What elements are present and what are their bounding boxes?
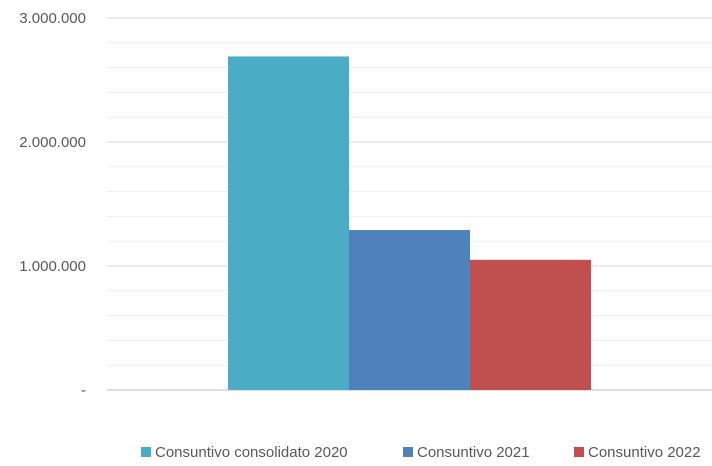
legend-swatch — [141, 447, 151, 457]
legend-label: Consuntivo consolidato 2020 — [155, 444, 348, 461]
bars — [228, 56, 591, 390]
y-tick-label: - — [81, 382, 86, 399]
bar-3 — [470, 259, 591, 390]
y-tick-label: 1.000.000 — [19, 258, 86, 275]
legend-swatch — [403, 447, 413, 457]
y-tick-label: 2.000.000 — [19, 134, 86, 151]
legend-swatch — [574, 447, 584, 457]
bar-2 — [349, 230, 470, 390]
legend: Consuntivo consolidato 2020 Consuntivo 20… — [141, 444, 701, 461]
y-tick-label: 3.000.000 — [19, 10, 86, 27]
legend-label: Consuntivo 2021 — [417, 444, 530, 461]
bar-1 — [228, 56, 349, 390]
legend-label: Consuntivo 2022 — [588, 444, 701, 461]
y-axis-ticks: - 1.000.000 2.000.000 3.000.000 — [19, 10, 86, 399]
